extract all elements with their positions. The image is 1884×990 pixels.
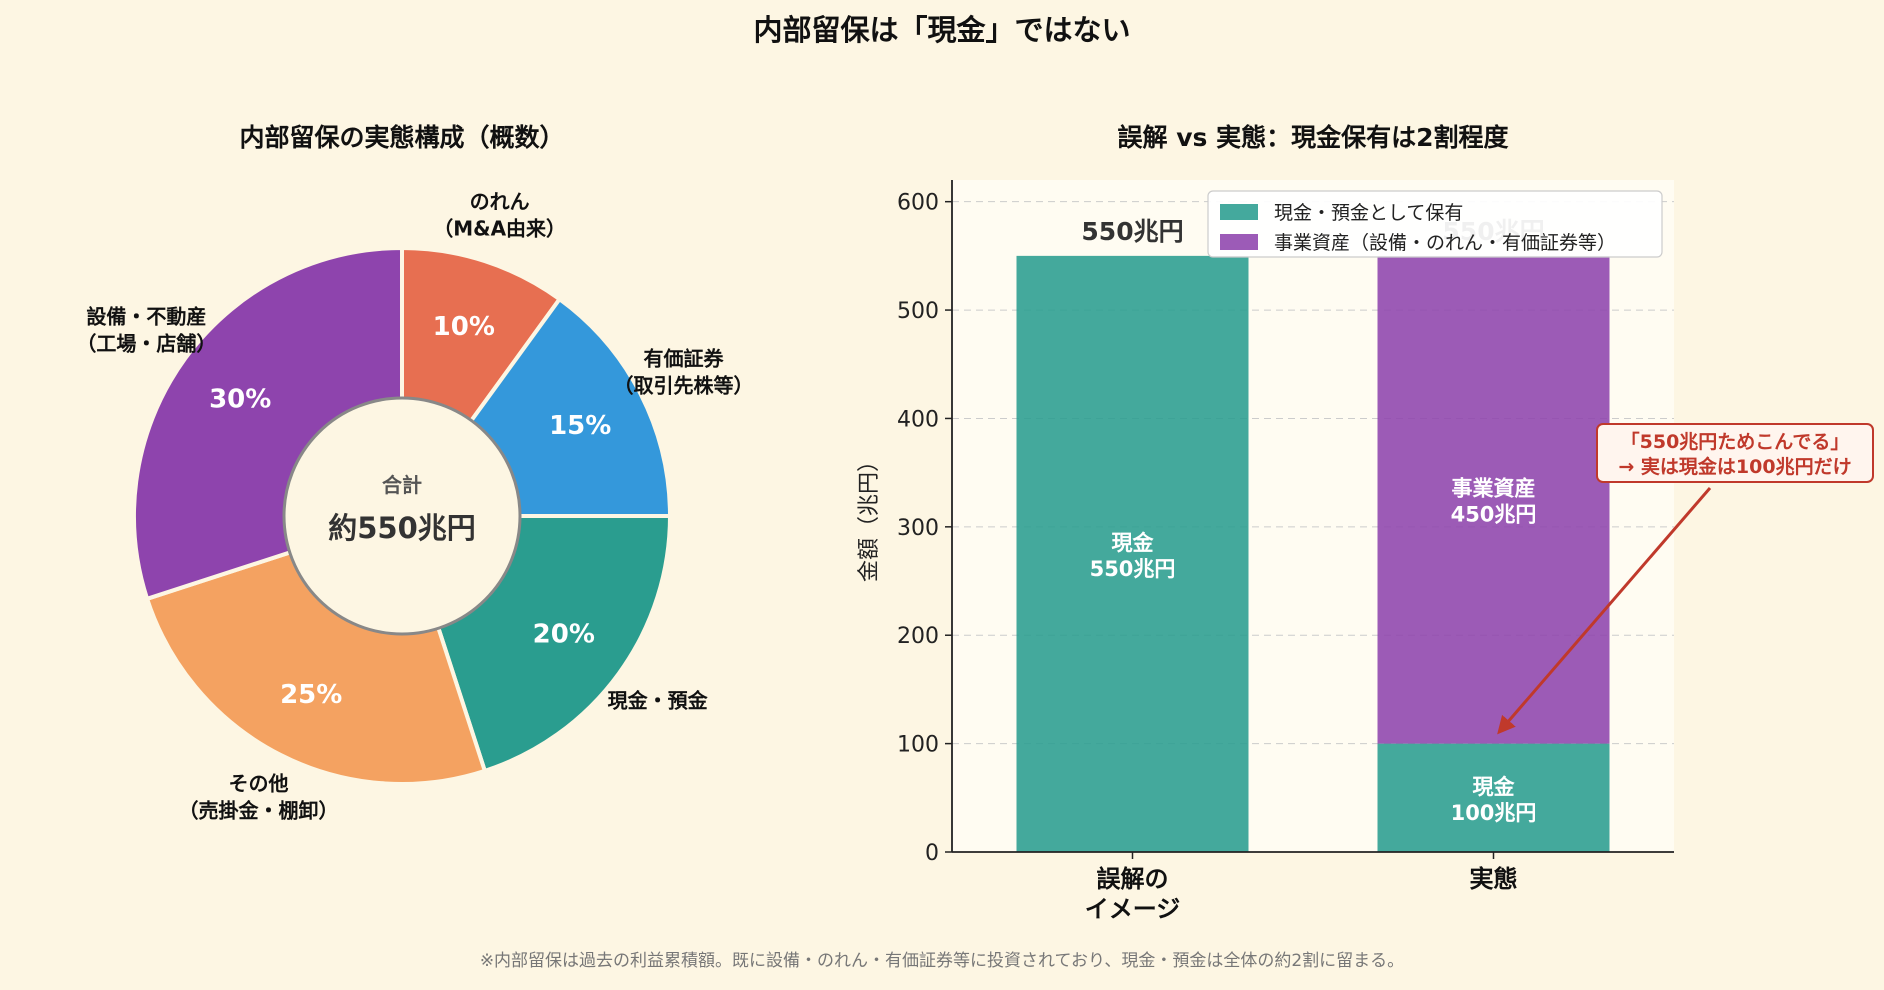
pie-category-label-line: 設備・不動産 <box>86 304 206 328</box>
y-tick-label: 500 <box>897 299 939 324</box>
pie-percent-label: 25% <box>280 680 342 710</box>
bar-segment-label: 現金 100兆円 <box>1451 775 1537 825</box>
pie-category-label-line: （工場・店舗） <box>76 331 216 355</box>
annotation-text-line: → 実は現金は100兆円だけ <box>1618 455 1851 478</box>
pie-center-value: 約550兆円 <box>328 511 476 545</box>
legend-swatch <box>1220 234 1258 250</box>
y-tick-label: 200 <box>897 624 939 649</box>
y-axis-label: 金額（兆円） <box>857 450 882 582</box>
legend-label: 現金・預金として保有 <box>1274 202 1463 224</box>
pie-percent-label: 20% <box>533 620 595 650</box>
pie-category-label: 設備・不動産 （工場・店舗） <box>76 304 216 355</box>
pie-category-label-line: （M&A由来） <box>433 216 566 240</box>
pie-category-label: 有価証券 （取引先株等） <box>614 347 754 398</box>
pie-percent-label: 30% <box>209 384 271 414</box>
bar-segment-label-line: 100兆円 <box>1451 801 1537 825</box>
legend-swatch <box>1220 204 1258 220</box>
y-tick-label: 0 <box>925 841 939 866</box>
annotation-box <box>1596 423 1874 483</box>
pie-title: 内部留保の実態構成（概数） <box>239 123 564 152</box>
y-tick-label: 400 <box>897 407 939 432</box>
bar-segment <box>1016 255 1249 852</box>
bar-total-label: 550兆円 <box>1081 217 1183 246</box>
x-tick-label-line: 実態 <box>1470 865 1518 893</box>
pie-center-label: 合計 <box>382 473 422 497</box>
legend-label: 事業資産（設備・のれん・有価証券等） <box>1274 232 1616 254</box>
pie-category-label-line: その他 <box>229 772 289 796</box>
pie-category-label-line: （売掛金・棚卸） <box>179 799 339 823</box>
x-tick-label-line: 誤解の <box>1097 865 1169 893</box>
annotation-text: 「550兆円ためこんでる」→ 実は現金は100兆円だけ <box>1618 430 1851 478</box>
bar-segment-label: 事業資産 450兆円 <box>1451 477 1537 527</box>
x-tick-label: 誤解のイメージ <box>1085 865 1181 923</box>
annotation: 「550兆円ためこんでる」→ 実は現金は100兆円だけ <box>1497 423 1874 735</box>
x-tick-label-line: イメージ <box>1085 895 1181 923</box>
y-tick-label: 100 <box>897 733 939 758</box>
y-tick-label: 300 <box>897 516 939 541</box>
pie-category-label: その他 （売掛金・棚卸） <box>179 772 339 823</box>
bar-segment-label-line: 550兆円 <box>1090 557 1176 581</box>
footnote: ※内部留保は過去の利益累積額。既に設備・のれん・有価証券等に投資されており、現金… <box>480 951 1404 971</box>
bar-segment-label-line: 現金 <box>1112 531 1155 555</box>
bar-segment <box>1377 743 1610 852</box>
bar-segment-label: 現金 550兆円 <box>1090 531 1176 581</box>
annotation-text-line: 「550兆円ためこんでる」 <box>1621 430 1850 453</box>
pie-category-label: 現金・預金 <box>608 689 709 713</box>
pie-percent-label: 15% <box>549 411 611 441</box>
main-title: 内部留保は「現金」ではない <box>753 13 1130 47</box>
pie-category-label: のれん （M&A由来） <box>433 189 566 240</box>
bar-title: 誤解 vs 実態：現金保有は2割程度 <box>1118 123 1509 152</box>
pie-chart: 内部留保の実態構成（概数） 10% のれん （M&A由来） 15% 有価証券 （取引先株等）… <box>76 123 753 823</box>
pie-category-label-line: 現金・預金 <box>608 689 709 713</box>
bar-segment-label-line: 事業資産 <box>1452 477 1536 501</box>
annotation-arrow <box>1497 487 1712 735</box>
pie-center-hole <box>282 396 522 636</box>
pie-category-label-line: のれん <box>470 189 530 213</box>
x-tick-label: 実態 <box>1470 865 1518 893</box>
bar-segment <box>1377 255 1610 744</box>
pie-category-label-line: （取引先株等） <box>614 374 754 398</box>
bar-segment-label-line: 450兆円 <box>1451 503 1537 527</box>
y-tick-label: 600 <box>897 191 939 216</box>
bar-segment-label-line: 現金 <box>1473 775 1516 799</box>
pie-percent-label: 10% <box>433 312 495 342</box>
bar-chart: 誤解 vs 実態：現金保有は2割程度 0 100 200 300 400 500 600 金額（… <box>857 123 1874 923</box>
pie-category-label-line: 有価証券 <box>644 347 725 371</box>
legend-box <box>1207 190 1663 258</box>
